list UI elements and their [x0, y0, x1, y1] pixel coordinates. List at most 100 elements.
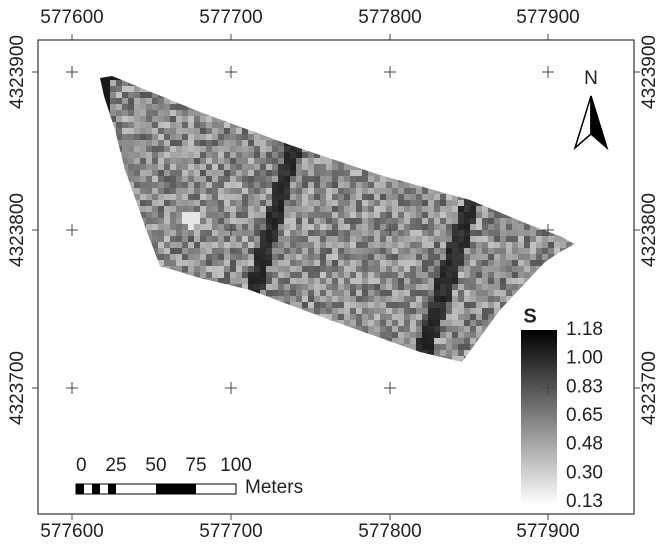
raster-cell	[266, 278, 272, 284]
raster-cell	[428, 326, 434, 332]
raster-cell	[458, 284, 464, 290]
raster-cell	[206, 200, 212, 206]
raster-cell	[290, 296, 296, 302]
raster-cell	[416, 200, 422, 206]
raster-cell	[440, 242, 446, 248]
raster-cell	[368, 272, 374, 278]
raster-cell	[434, 290, 440, 296]
raster-cell	[218, 266, 224, 272]
raster-cell	[350, 260, 356, 266]
raster-cell	[494, 302, 500, 308]
raster-cell	[266, 188, 272, 194]
scale-label: 25	[105, 455, 126, 476]
raster-cell	[446, 236, 452, 242]
raster-cell	[326, 182, 332, 188]
raster-cell	[470, 290, 476, 296]
raster-cell	[524, 242, 530, 248]
raster-cell	[302, 254, 308, 260]
raster-cell	[314, 200, 320, 206]
raster-cell	[146, 146, 152, 152]
raster-cell	[254, 248, 260, 254]
raster-cell	[188, 146, 194, 152]
raster-cell	[200, 128, 206, 134]
raster-cell	[422, 320, 428, 326]
raster-cell	[356, 290, 362, 296]
raster-cell	[458, 314, 464, 320]
raster-cell	[212, 254, 218, 260]
raster-cell	[164, 188, 170, 194]
raster-cell	[482, 308, 488, 314]
raster-cell	[200, 206, 206, 212]
raster-cell	[266, 182, 272, 188]
y-tick-label-left: 4323800	[7, 193, 28, 267]
raster-cell	[314, 164, 320, 170]
raster-cell	[458, 254, 464, 260]
raster-cell	[206, 242, 212, 248]
raster-cell	[212, 266, 218, 272]
raster-cell	[410, 320, 416, 326]
raster-cell	[422, 296, 428, 302]
raster-cell	[116, 116, 122, 122]
raster-cell	[422, 290, 428, 296]
raster-cell	[434, 314, 440, 320]
raster-cell	[392, 254, 398, 260]
legend-label: 0.48	[566, 434, 603, 455]
raster-cell	[350, 230, 356, 236]
raster-cell	[152, 98, 158, 104]
raster-cell	[386, 194, 392, 200]
raster-cell	[224, 200, 230, 206]
raster-cell	[302, 272, 308, 278]
raster-cell	[260, 182, 266, 188]
raster-cell	[494, 248, 500, 254]
y-tick-label-left: 4323700	[7, 351, 28, 425]
raster-cell	[152, 152, 158, 158]
raster-cell	[266, 284, 272, 290]
raster-cell	[164, 230, 170, 236]
raster-cell	[296, 212, 302, 218]
raster-cell	[344, 284, 350, 290]
raster-cell	[242, 206, 248, 212]
raster-cell	[398, 182, 404, 188]
raster-cell	[182, 170, 188, 176]
raster-cell	[422, 266, 428, 272]
raster-cell	[200, 230, 206, 236]
raster-cell	[302, 206, 308, 212]
raster-cell	[116, 110, 122, 116]
raster-cell	[134, 134, 140, 140]
raster-cell	[392, 206, 398, 212]
raster-cell	[392, 302, 398, 308]
y-tick-label-right: 4323900	[639, 35, 660, 109]
raster-cell	[362, 170, 368, 176]
raster-cell	[266, 224, 272, 230]
raster-cell	[284, 152, 290, 158]
raster-cell	[260, 206, 266, 212]
raster-cell	[254, 200, 260, 206]
raster-cell	[362, 314, 368, 320]
raster-cell	[260, 176, 266, 182]
raster-cell	[338, 212, 344, 218]
raster-cell	[284, 296, 290, 302]
raster-cell	[248, 260, 254, 266]
raster-cell	[524, 236, 530, 242]
raster-cell	[356, 284, 362, 290]
raster-cell	[464, 266, 470, 272]
raster-cell	[212, 224, 218, 230]
raster-cell	[212, 170, 218, 176]
raster-cell	[278, 164, 284, 170]
raster-cell	[470, 242, 476, 248]
raster-cell	[440, 194, 446, 200]
raster-cell	[122, 92, 128, 98]
raster-cell	[236, 194, 242, 200]
raster-cell	[314, 182, 320, 188]
raster-cell	[224, 152, 230, 158]
raster-cell	[206, 260, 212, 266]
raster-cell	[260, 188, 266, 194]
raster-cell	[188, 206, 194, 212]
raster-cell	[158, 188, 164, 194]
raster-cell	[476, 230, 482, 236]
raster-cell	[182, 224, 188, 230]
raster-cell	[278, 290, 284, 296]
raster-cell	[314, 158, 320, 164]
raster-cell	[176, 152, 182, 158]
raster-cell	[428, 260, 434, 266]
